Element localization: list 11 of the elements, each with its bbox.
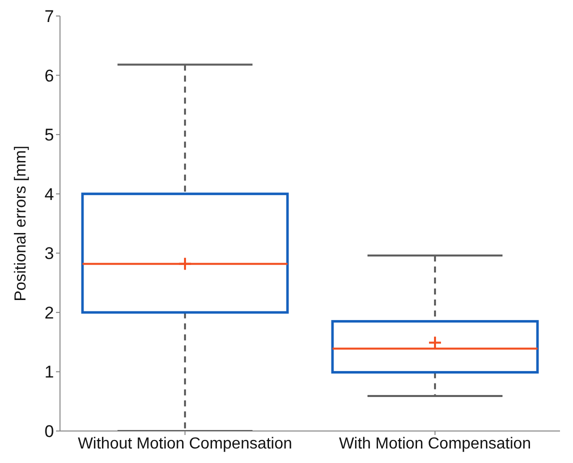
x-tick-label: Without Motion Compensation — [78, 435, 292, 452]
y-tick-label: 5 — [44, 126, 54, 145]
y-axis-title: Positional errors [mm] — [12, 146, 30, 302]
x-tick-label: With Motion Compensation — [338, 435, 532, 452]
y-tick-label: 6 — [44, 66, 54, 86]
y-tick-label: 2 — [44, 303, 54, 322]
y-tick-label: 4 — [44, 184, 54, 204]
y-tick-label: 0 — [44, 422, 54, 442]
y-tick-label: 3 — [44, 244, 54, 264]
y-tick-label: 7 — [44, 7, 54, 26]
y-tick-label: 1 — [44, 362, 54, 382]
